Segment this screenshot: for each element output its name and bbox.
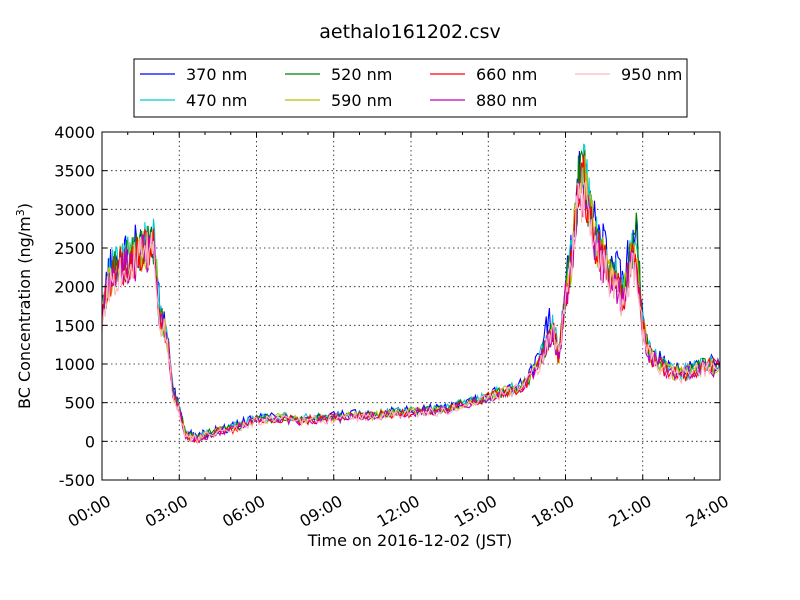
y-axis-label: BC Concentration (ng/m3) [14, 203, 34, 409]
legend-label: 470 nm [186, 91, 247, 110]
y-tick-label: 0 [85, 432, 95, 451]
y-tick-labels: -500 0 500 1000 1500 2000 2500 3000 3500 4000 [54, 123, 95, 490]
legend-label: 370 nm [186, 65, 247, 84]
legend: 370 nm 470 nm 520 nm 590 nm 660 nm 880 nm 950 … [133, 58, 688, 118]
y-tick-label: 1500 [54, 316, 95, 335]
y-axis-label-main: BC Concentration (ng/m [15, 216, 34, 409]
legend-label: 880 nm [476, 91, 537, 110]
legend-frame [133, 58, 688, 118]
y-tick-label: 2500 [54, 239, 95, 258]
legend-label: 520 nm [331, 65, 392, 84]
legend-label: 950 nm [621, 65, 682, 84]
chart-title: aethalo161202.csv [319, 21, 501, 43]
axis-ticks [101, 131, 721, 481]
y-tick-label: 4000 [54, 123, 95, 142]
series-lines [101, 143, 721, 446]
y-tick-label: 1000 [54, 355, 95, 374]
legend-label: 660 nm [476, 65, 537, 84]
y-tick-label: 2000 [54, 278, 95, 297]
y-tick-label: 3500 [54, 162, 95, 181]
y-tick-label: 500 [64, 394, 95, 413]
y-tick-label: -500 [59, 471, 95, 490]
y-tick-label: 3000 [54, 200, 95, 219]
y-axis-label-superscript: 3 [14, 209, 27, 216]
x-axis-label: Time on 2016-12-02 (JST) [307, 531, 512, 550]
series-line [101, 180, 721, 446]
legend-items: 370 nm 470 nm 520 nm 590 nm 660 nm 880 nm 950 … [140, 65, 682, 110]
legend-label: 590 nm [331, 91, 392, 110]
y-axis-label-end: ) [15, 203, 34, 209]
series-line [101, 181, 721, 444]
